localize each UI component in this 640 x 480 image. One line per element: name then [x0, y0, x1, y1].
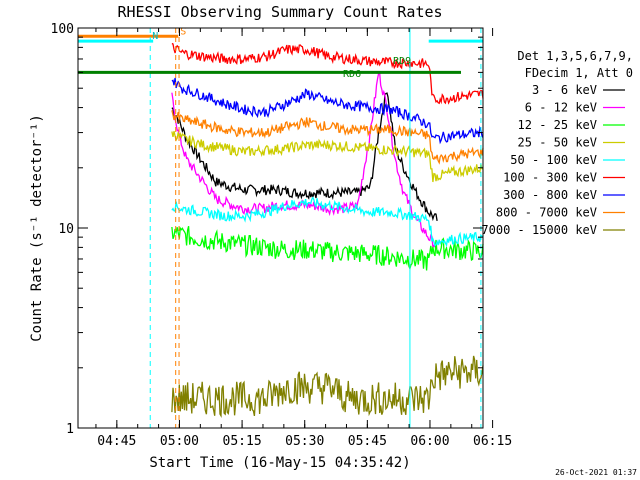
series-line-7: [171, 110, 484, 165]
legend-label-1: 6 - 12 keV: [525, 101, 597, 115]
series-line-8: [171, 355, 484, 419]
y-axis-label: Count Rate (s⁻¹ detector⁻¹): [29, 114, 45, 342]
x-tick-label-2: 05:15: [223, 434, 262, 449]
legend-label-0: 3 - 6 keV: [532, 83, 597, 97]
series-line-6: [171, 77, 484, 145]
timestamp: 26-Oct-2021 01:37: [555, 468, 637, 477]
legend-header-line-2: FDecim 1, Att 0: [525, 66, 633, 80]
series-line-3: [171, 131, 484, 183]
annotation-1: S: [180, 26, 186, 37]
legend-label-6: 300 - 800 keV: [503, 188, 597, 202]
x-tick-label-0: 04:45: [97, 434, 136, 449]
series-line-0: [171, 92, 438, 222]
series-line-2: [171, 226, 484, 271]
axes-layer: 04:45 05:00 05:15 05:30 05:45 06:00 06:15 1 10 10…: [51, 22, 513, 449]
legend-label-2: 12 - 25 keV: [518, 118, 597, 132]
x-tick-label-1: 05:00: [160, 434, 199, 449]
legend-header-line-1: Det 1,3,5,6,7,9,: [517, 49, 633, 63]
series-line-5: [171, 42, 484, 105]
y-tick-label-1: 10: [58, 222, 74, 237]
series-layer: [171, 42, 484, 419]
series-line-1: [171, 72, 438, 250]
legend-label-7: 800 - 7000 keV: [496, 206, 597, 220]
legend-label-5: 100 - 300 keV: [503, 171, 597, 185]
annotation-0: N: [152, 31, 158, 42]
x-tick-label-4: 05:45: [348, 434, 387, 449]
x-tick-label-5: 06:00: [410, 434, 449, 449]
series-line-4: [171, 196, 484, 248]
x-tick-label-3: 05:30: [285, 434, 324, 449]
y-tick-label-0: 1: [66, 422, 74, 437]
legend-label-3: 25 - 50 keV: [518, 136, 597, 150]
x-axis-label: Start Time (16-May-15 04:35:42): [149, 455, 410, 471]
annotation-3: RD9: [393, 56, 411, 67]
y-tick-label-2: 100: [51, 22, 74, 37]
chart-title: RHESSI Observing Summary Count Rates: [117, 3, 442, 21]
legend: 3 - 6 keV 6 - 12 keV 12 - 25 keV 25 - 50 ke…: [481, 83, 625, 237]
legend-label-4: 50 - 100 keV: [510, 153, 597, 167]
markers-layer: N S RD6 RD9: [78, 26, 483, 428]
legend-label-8: 7000 - 15000 keV: [481, 223, 597, 237]
x-tick-label-6: 06:15: [473, 434, 512, 449]
annotation-2: RD6: [343, 69, 361, 80]
